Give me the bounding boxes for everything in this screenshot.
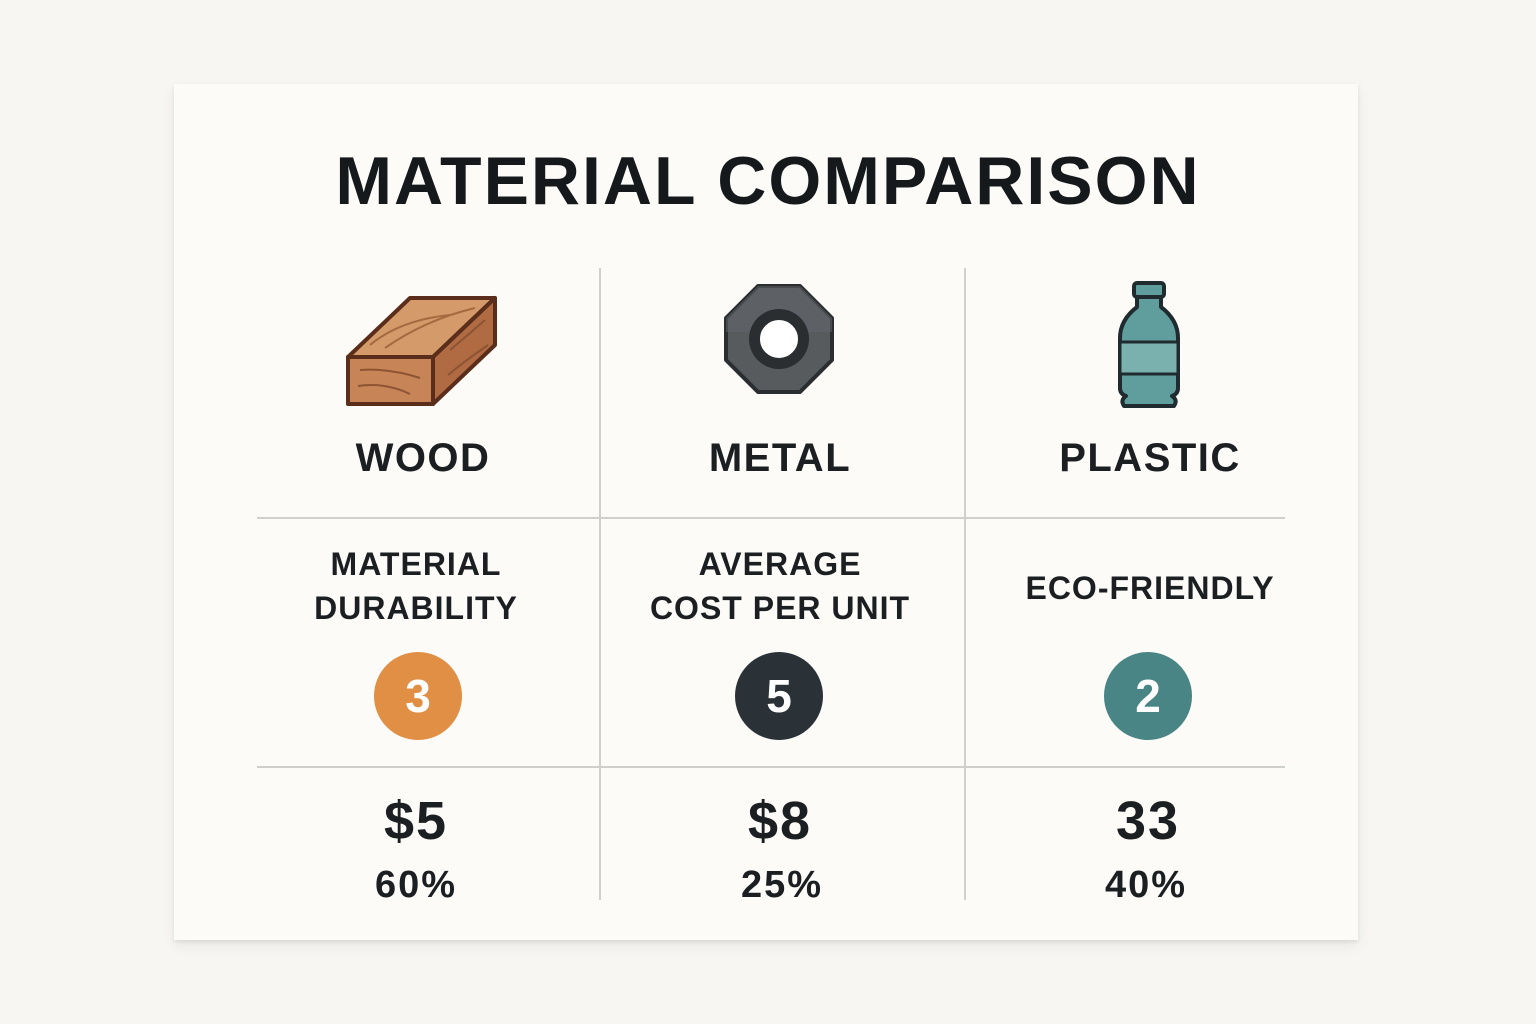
metric-label-line: ECO-FRIENDLY [1025, 570, 1275, 606]
row-divider [257, 766, 1285, 768]
rating-badge-wood: 3 [374, 652, 462, 740]
price-plastic: 33 [1115, 791, 1181, 851]
wood-beam-icon [346, 296, 497, 406]
price-metal: $8 [747, 791, 813, 851]
rating-badge-plastic: 2 [1104, 652, 1192, 740]
percent-wood: 60% [374, 864, 458, 906]
metric-label-line: AVERAGE [698, 546, 862, 582]
comparison-card [174, 84, 1358, 940]
metric-label-durability: MATERIAL DURABILITY [246, 542, 586, 630]
metric-label-line: COST PER UNIT [649, 590, 911, 626]
metric-label-eco: ECO-FRIENDLY [980, 566, 1320, 610]
metric-label-line: MATERIAL [330, 546, 502, 582]
price-wood: $5 [383, 791, 449, 851]
hex-nut-icon [724, 284, 834, 394]
material-label-plastic: PLASTIC [1059, 436, 1241, 480]
row-divider [257, 517, 1285, 519]
column-divider [964, 268, 966, 900]
plastic-bottle-icon [1118, 281, 1180, 408]
percent-plastic: 40% [1104, 864, 1188, 906]
metric-label-cost: AVERAGE COST PER UNIT [610, 542, 950, 630]
material-label-wood: WOOD [355, 436, 491, 480]
metric-label-line: DURABILITY [314, 590, 518, 626]
percent-metal: 25% [740, 864, 824, 906]
page-title: MATERIAL COMPARISON [335, 143, 1201, 219]
rating-badge-metal: 5 [735, 652, 823, 740]
material-label-metal: METAL [708, 436, 852, 480]
column-divider [599, 268, 601, 900]
